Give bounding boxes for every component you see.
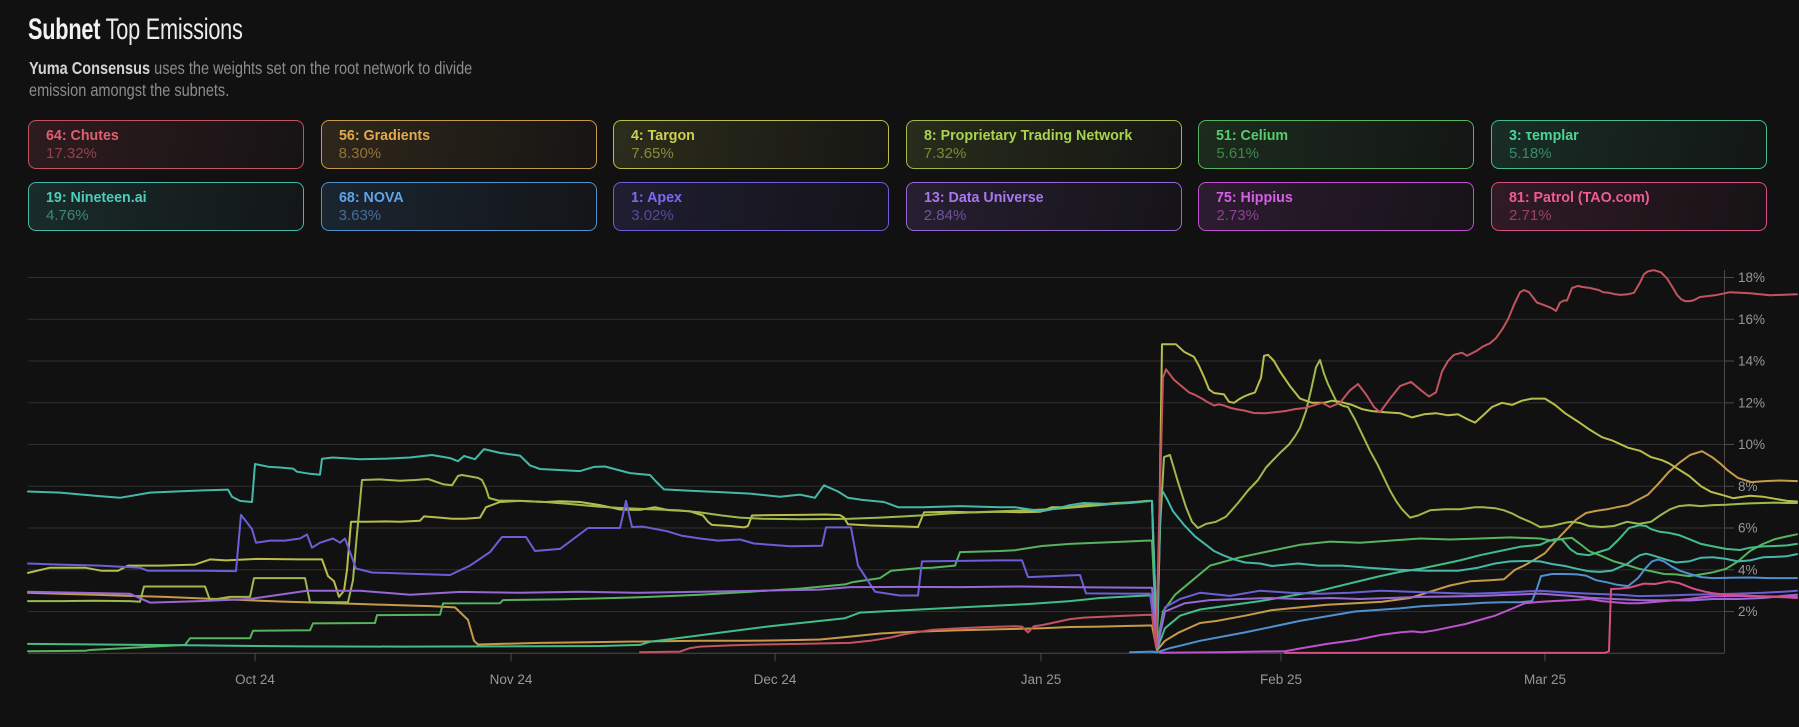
svg-text:Dec 24: Dec 24 [754,672,797,687]
svg-text:Nov 24: Nov 24 [490,672,533,687]
svg-text:16%: 16% [1738,312,1765,327]
svg-text:2%: 2% [1738,604,1758,619]
svg-text:Mar 25: Mar 25 [1524,672,1566,687]
svg-text:12%: 12% [1738,395,1765,410]
svg-text:Oct 24: Oct 24 [235,672,275,687]
svg-text:18%: 18% [1738,270,1765,285]
svg-text:Jan 25: Jan 25 [1021,672,1062,687]
svg-text:10%: 10% [1738,437,1765,452]
svg-text:4%: 4% [1738,562,1758,577]
svg-text:14%: 14% [1738,354,1765,369]
svg-text:6%: 6% [1738,521,1758,536]
svg-text:Feb 25: Feb 25 [1260,672,1302,687]
